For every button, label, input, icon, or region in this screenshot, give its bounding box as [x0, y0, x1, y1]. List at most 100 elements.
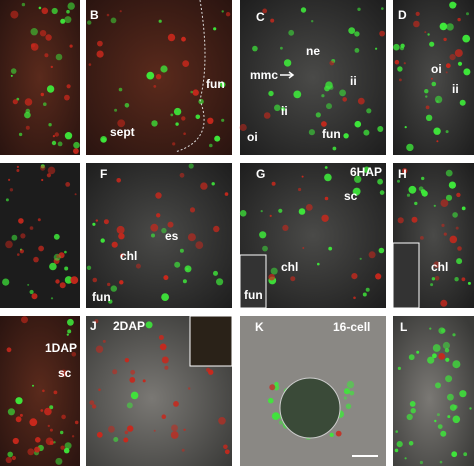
- signal-dot: [151, 233, 155, 238]
- signal-dot: [32, 384, 34, 387]
- signal-dot: [354, 31, 360, 37]
- signal-dot: [181, 116, 186, 121]
- signal-dot: [91, 404, 97, 409]
- label: oi: [247, 130, 258, 144]
- signal-dot: [150, 223, 159, 232]
- signal-dot: [53, 390, 58, 395]
- label: ii: [350, 74, 357, 88]
- panel-letter: C: [256, 10, 265, 24]
- signal-dot: [343, 388, 351, 395]
- signal-dot: [270, 267, 278, 275]
- signal-dot: [365, 287, 370, 292]
- signal-dot: [67, 329, 72, 334]
- signal-dot: [416, 350, 420, 354]
- signal-dot: [7, 408, 15, 416]
- signal-dot: [430, 77, 433, 80]
- signal-dot: [278, 208, 283, 213]
- signal-dot: [456, 192, 461, 198]
- signal-dot: [283, 59, 292, 67]
- signal-dot: [438, 353, 446, 360]
- signal-dot: [262, 245, 268, 252]
- signal-dot: [443, 232, 447, 236]
- signal-dot: [324, 166, 328, 169]
- signal-dot: [404, 126, 407, 129]
- signal-dot: [379, 30, 385, 37]
- label: ii: [452, 82, 459, 96]
- embryo: [279, 377, 341, 439]
- label: fun: [206, 77, 225, 91]
- signal-dot: [55, 53, 63, 61]
- signal-dot: [171, 424, 178, 432]
- signal-dot: [442, 341, 450, 350]
- signal-dot: [399, 78, 402, 82]
- signal-dot: [129, 377, 136, 383]
- signal-dot: [354, 175, 362, 183]
- signal-dot: [424, 89, 429, 94]
- signal-dot: [394, 448, 399, 453]
- signal-dot: [447, 415, 451, 419]
- signal-dot: [43, 102, 47, 106]
- signal-dot: [452, 333, 456, 337]
- signal-dot: [97, 40, 103, 47]
- signal-dot: [448, 181, 456, 189]
- signal-dot: [223, 444, 228, 450]
- panel-letter: B: [90, 8, 99, 22]
- signal-dot: [433, 261, 441, 269]
- signal-dot: [161, 227, 167, 234]
- signal-dot: [445, 194, 453, 201]
- signal-dot: [12, 437, 19, 445]
- signal-dot: [130, 369, 136, 375]
- signal-dot: [17, 253, 20, 256]
- signal-dot: [348, 27, 356, 34]
- signal-dot: [106, 13, 110, 17]
- signal-dot: [396, 441, 403, 448]
- signal-dot: [409, 401, 416, 407]
- label: sc: [344, 189, 358, 203]
- signal-dot: [184, 265, 192, 273]
- signal-dot: [73, 148, 79, 155]
- signal-dot: [49, 405, 54, 410]
- signal-dot: [263, 112, 271, 119]
- signal-dot: [101, 137, 107, 143]
- signal-dot: [366, 108, 372, 114]
- label: chl: [431, 260, 448, 274]
- signal-dot: [44, 407, 52, 416]
- signal-dot: [60, 369, 68, 377]
- signal-dot: [454, 3, 457, 6]
- signal-dot: [182, 279, 187, 284]
- signal-dot: [130, 391, 139, 400]
- signal-dot: [95, 345, 104, 353]
- signal-dot: [375, 47, 378, 50]
- signal-dot: [343, 396, 347, 400]
- signal-dot: [456, 258, 463, 265]
- signal-dot: [324, 85, 330, 92]
- signal-dot: [445, 357, 450, 362]
- signal-dot: [108, 299, 113, 304]
- signal-dot: [271, 181, 276, 186]
- signal-dot: [395, 430, 399, 433]
- signal-dot: [39, 30, 47, 37]
- signal-dot: [30, 43, 36, 48]
- signal-dot: [321, 121, 327, 127]
- signal-dot: [449, 1, 457, 9]
- signal-dot: [213, 225, 220, 233]
- signal-dot: [404, 457, 407, 460]
- signal-dot: [153, 85, 157, 88]
- signal-dot: [98, 388, 101, 392]
- signal-dot: [5, 240, 13, 249]
- signal-dot: [441, 328, 446, 333]
- signal-dot: [425, 114, 433, 122]
- signal-dot: [96, 50, 104, 58]
- signal-dot: [274, 412, 278, 417]
- signal-dot: [175, 122, 179, 126]
- signal-dot: [7, 451, 13, 458]
- signal-dot: [60, 18, 66, 24]
- signal-dot: [67, 318, 74, 326]
- signal-dot: [342, 97, 348, 102]
- signal-dot: [378, 247, 385, 254]
- signal-dot: [288, 29, 295, 36]
- signal-dot: [10, 10, 19, 19]
- signal-dot: [402, 168, 408, 174]
- signal-dot: [447, 393, 454, 401]
- signal-dot: [433, 204, 436, 207]
